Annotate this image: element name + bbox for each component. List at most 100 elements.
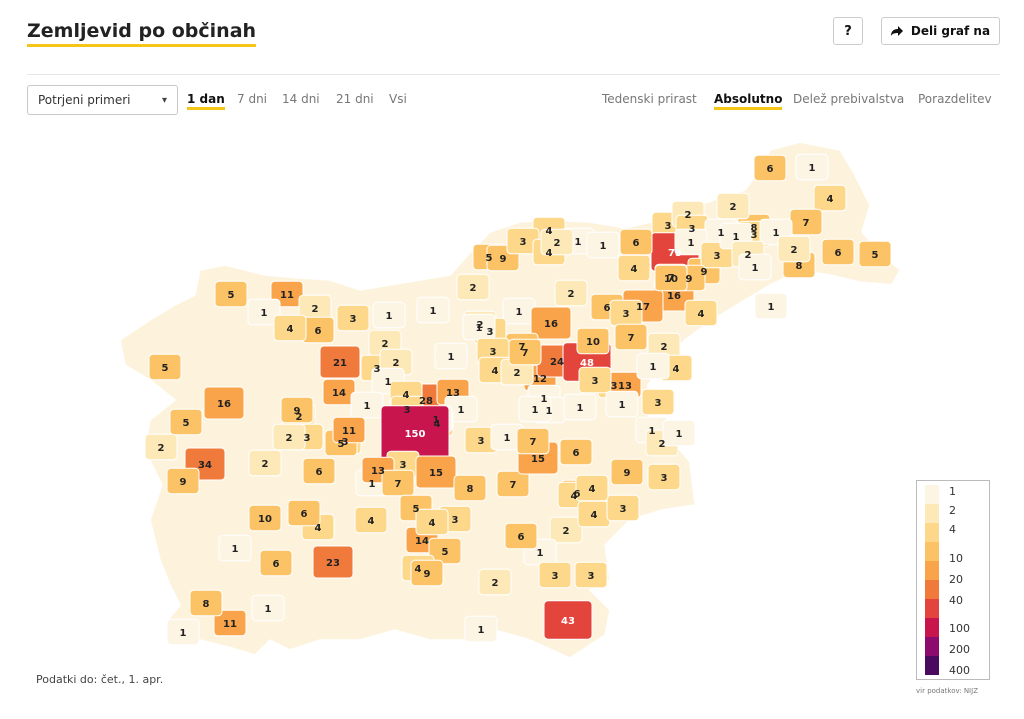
municipality-area[interactable] <box>354 506 388 534</box>
municipality-area[interactable] <box>280 396 314 424</box>
municipality-area[interactable] <box>575 474 609 502</box>
municipality-area[interactable] <box>716 192 750 220</box>
municipality-area[interactable] <box>251 594 285 622</box>
municipality-value-label: 1 <box>773 228 780 239</box>
municipality-area[interactable] <box>636 352 670 380</box>
municipality-area[interactable] <box>738 253 772 281</box>
period-all[interactable]: Vsi <box>389 92 407 106</box>
municipality-area[interactable] <box>416 296 450 324</box>
municipality-area[interactable] <box>605 390 639 418</box>
municipality-area[interactable] <box>456 273 490 301</box>
municipality-value-label: 3 <box>714 251 721 262</box>
municipality-area[interactable] <box>617 254 651 282</box>
municipality-area[interactable] <box>554 279 588 307</box>
municipality-area[interactable] <box>259 549 293 577</box>
municipality-area[interactable] <box>287 499 321 527</box>
municipality-area[interactable] <box>312 545 354 579</box>
municipality-area[interactable] <box>272 423 306 451</box>
municipality-area[interactable] <box>273 314 307 342</box>
municipality-area[interactable] <box>214 280 248 308</box>
municipality-area[interactable] <box>563 393 597 421</box>
municipality-area[interactable] <box>248 449 282 477</box>
municipality-area[interactable] <box>549 516 583 544</box>
municipality-area[interactable] <box>559 438 593 466</box>
municipality-area[interactable] <box>336 304 370 332</box>
municipality-area[interactable] <box>576 327 610 355</box>
legend-color-step <box>925 580 939 600</box>
legend-tick: 4 <box>949 523 956 536</box>
period-21-days[interactable]: 21 dni <box>336 92 374 106</box>
municipality-area[interactable] <box>428 537 462 565</box>
municipality-area[interactable] <box>464 615 498 643</box>
municipality-area[interactable] <box>166 467 200 495</box>
municipality-value-label: 9 <box>686 274 693 285</box>
municipality-area[interactable] <box>647 463 681 491</box>
mode-distribution[interactable]: Porazdelitev <box>918 92 992 106</box>
municipality-area[interactable] <box>213 609 247 637</box>
municipality-area[interactable] <box>504 522 538 550</box>
municipality-area[interactable] <box>508 338 542 366</box>
municipality-area[interactable] <box>381 469 415 497</box>
legend-tick: 20 <box>949 573 963 586</box>
mode-weekly-growth[interactable]: Tedenski prirast <box>602 92 697 106</box>
municipality-area[interactable] <box>166 618 200 646</box>
municipality-area[interactable] <box>203 386 245 420</box>
municipality-area[interactable] <box>543 600 593 640</box>
municipality-area[interactable] <box>753 154 787 182</box>
municipality-area[interactable] <box>319 345 361 379</box>
municipality-area[interactable] <box>614 323 648 351</box>
municipality-area[interactable] <box>478 568 512 596</box>
municipality-area[interactable] <box>821 238 855 266</box>
municipality-area[interactable] <box>518 395 552 423</box>
municipality-area[interactable] <box>610 458 644 486</box>
municipality-area[interactable] <box>538 561 572 589</box>
metric-select[interactable]: Potrjeni primeri ▾ <box>27 85 178 115</box>
municipality-area[interactable] <box>453 474 487 502</box>
municipality-area[interactable] <box>434 342 468 370</box>
help-button[interactable]: ? <box>833 17 863 45</box>
municipality-area[interactable] <box>218 534 252 562</box>
municipality-area[interactable] <box>144 433 178 461</box>
municipality-area[interactable] <box>606 494 640 522</box>
municipality-area[interactable] <box>248 504 282 532</box>
period-1-day[interactable]: 1 dan <box>187 92 225 110</box>
municipality-area[interactable] <box>754 292 788 320</box>
municipality-area[interactable] <box>530 306 572 340</box>
municipality-area[interactable] <box>496 470 530 498</box>
municipality-area[interactable] <box>302 457 336 485</box>
municipality-area[interactable] <box>169 408 203 436</box>
municipality-area[interactable] <box>247 298 281 326</box>
municipality-area[interactable] <box>189 589 223 617</box>
municipality-area[interactable] <box>586 231 620 259</box>
municipality-area[interactable] <box>415 508 449 536</box>
period-14-days[interactable]: 14 dni <box>282 92 320 106</box>
mode-absolute[interactable]: Absolutno <box>714 92 783 110</box>
municipality-area[interactable] <box>350 391 384 419</box>
period-7-days[interactable]: 7 dni <box>237 92 268 106</box>
municipality-area[interactable] <box>777 235 811 263</box>
municipality-area[interactable] <box>415 455 457 489</box>
share-button[interactable]: Deli graf na <box>881 17 1000 45</box>
municipality-area[interactable] <box>858 240 892 268</box>
municipality-area[interactable] <box>654 264 688 292</box>
municipality-area[interactable] <box>372 301 406 329</box>
municipality-value-label: 13 <box>618 381 632 392</box>
municipality-value-label: 6 <box>315 326 322 337</box>
municipality-area[interactable] <box>641 388 675 416</box>
municipality-value-label: 1 <box>809 163 816 174</box>
mode-population-share[interactable]: Delež prebivalstva <box>793 92 905 106</box>
municipality-area[interactable] <box>578 366 612 394</box>
color-legend: 1 2 4 10 20 40 100 200 400 <box>916 480 990 680</box>
municipality-area[interactable] <box>574 561 608 589</box>
municipality-area[interactable] <box>516 427 550 455</box>
municipality-area[interactable] <box>332 416 366 444</box>
municipality-area[interactable] <box>795 153 829 181</box>
municipality-area[interactable] <box>148 353 182 381</box>
municipality-area[interactable] <box>684 299 718 327</box>
municipality-area[interactable] <box>662 419 696 447</box>
municipality-area[interactable] <box>813 184 847 212</box>
municipality-area[interactable] <box>540 228 574 256</box>
municipality-area[interactable] <box>410 559 444 587</box>
